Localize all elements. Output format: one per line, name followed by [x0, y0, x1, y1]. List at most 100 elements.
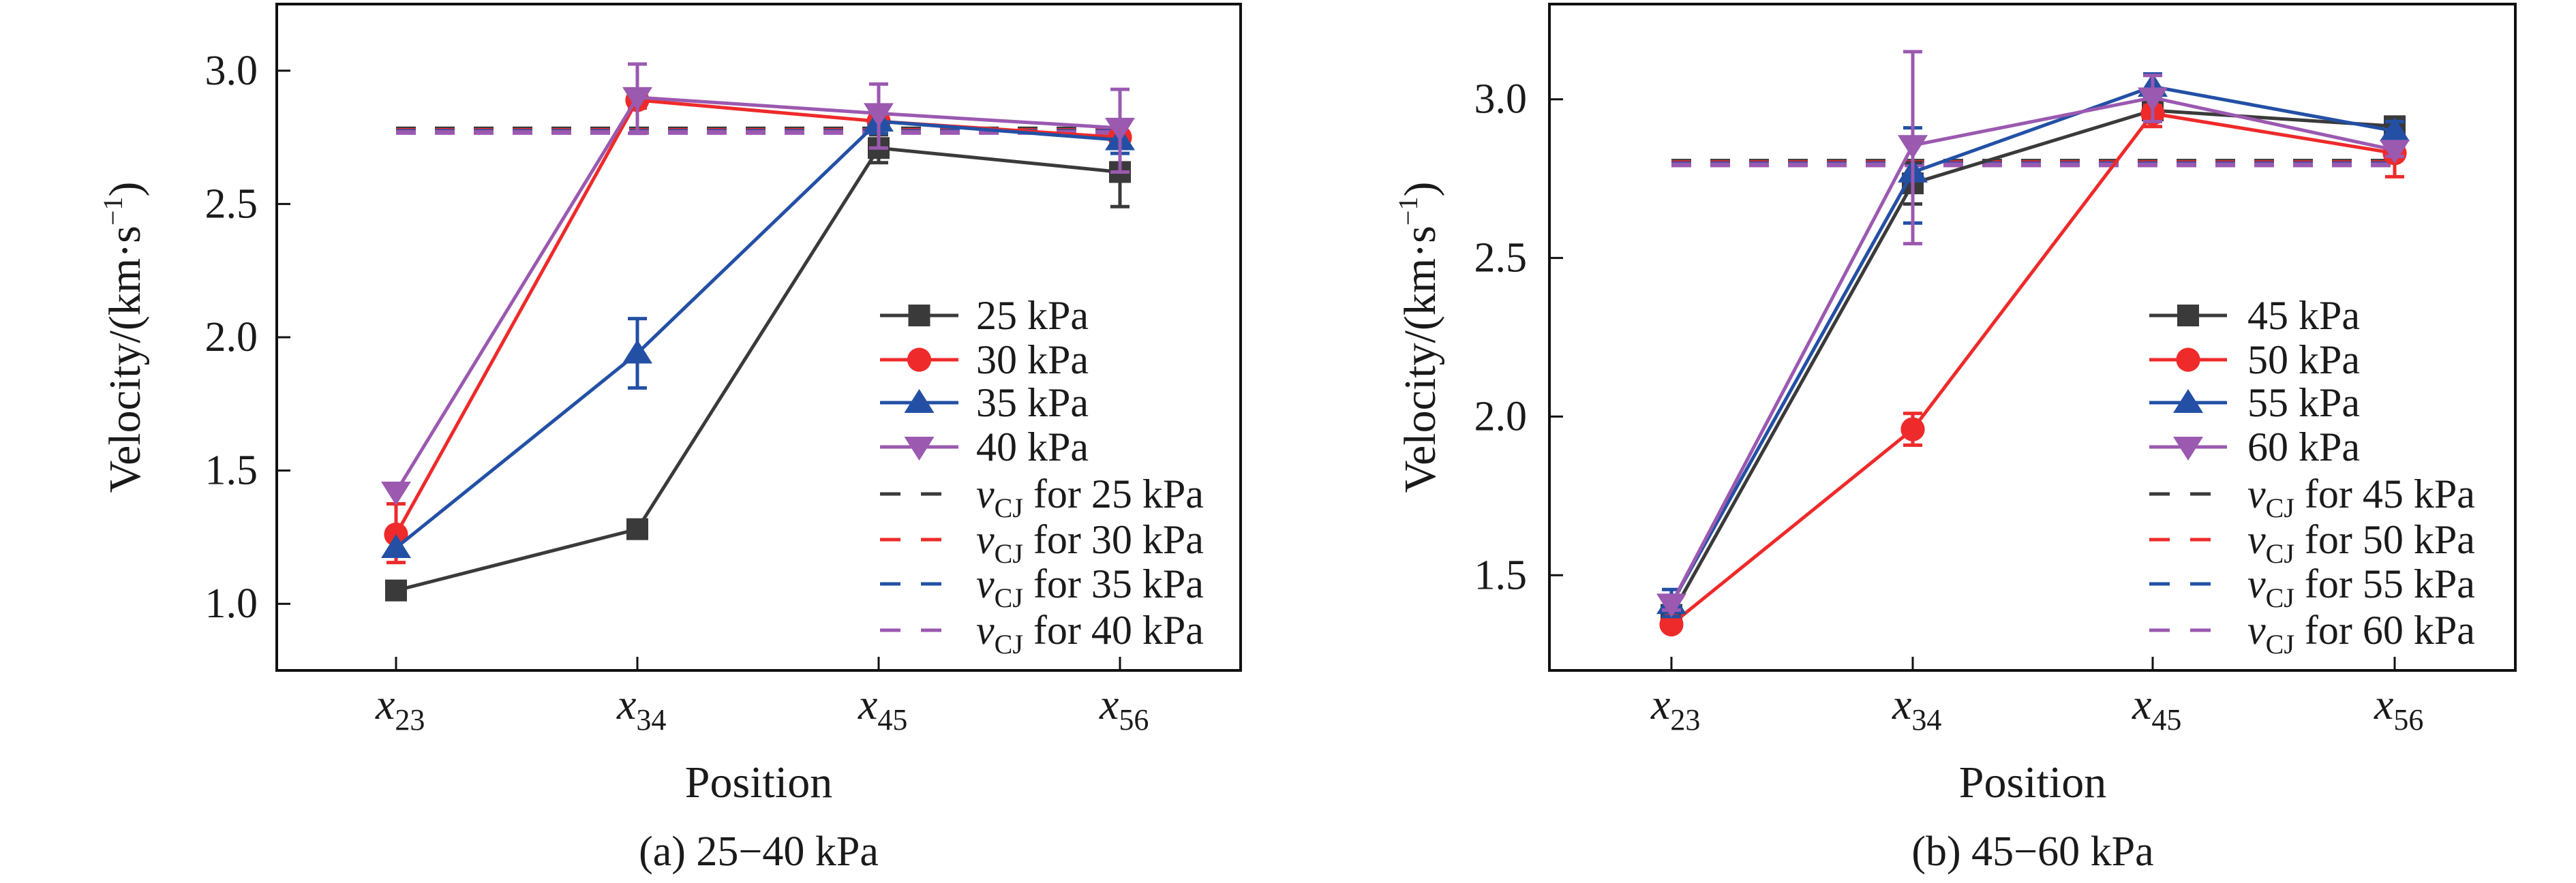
series-line: [394, 95, 1121, 493]
legend-label: vCJ for 60 kPa: [2247, 608, 2475, 660]
y-tick-label: 1.5: [1474, 552, 1528, 598]
legend-marker: [2173, 389, 2203, 413]
legend-label: 60 kPa: [2247, 424, 2360, 469]
legend-label: 40 kPa: [976, 424, 1089, 469]
legend-label: 30 kPa: [976, 337, 1089, 382]
legend-label-rest: for 50 kPa: [2294, 517, 2475, 562]
legend-label-sub: CJ: [995, 629, 1023, 660]
legend-label-rest: for 30 kPa: [1023, 517, 1204, 562]
x-tick-label: x34: [1892, 680, 1941, 737]
legend-label-sub: CJ: [2266, 493, 2294, 523]
legend-label-rest: for 35 kPa: [1023, 561, 1204, 606]
data-point: [2380, 117, 2410, 142]
legend-label-sub: CJ: [2266, 583, 2294, 613]
x-tick-label-sub: 34: [1911, 703, 1941, 737]
legend-label-rest: for 60 kPa: [2294, 608, 2475, 653]
x-tick-label-sub: 56: [2393, 703, 2423, 737]
data-point: [622, 87, 652, 111]
legend-label-rest: for 25 kPa: [1023, 471, 1204, 516]
x-tick-label: x23: [375, 680, 425, 737]
x-tick-label-sub: 45: [877, 703, 907, 737]
x-tick-label-main: x: [375, 680, 395, 728]
x-tick-label-main: x: [1650, 680, 1670, 728]
series-line: [395, 119, 1121, 549]
legend-label-v: v: [976, 561, 995, 606]
x-tick-label-main: x: [1892, 680, 1911, 728]
x-tick-label-sub: 45: [2151, 703, 2181, 737]
legend-label: 55 kPa: [2247, 380, 2360, 425]
x-tick-label: x56: [1099, 680, 1149, 737]
data-point: [626, 518, 648, 540]
legend-label: vCJ for 55 kPa: [2247, 561, 2475, 613]
data-point: [381, 481, 411, 506]
legend-marker: [907, 347, 932, 372]
x-tick-label: x34: [616, 680, 666, 737]
x-tick-label-main: x: [858, 680, 877, 728]
data-point: [1900, 417, 1925, 442]
legend-label-v: v: [2247, 608, 2266, 653]
legend-label: 35 kPa: [976, 380, 1089, 425]
legend-marker: [904, 437, 935, 461]
data-point: [1105, 117, 1135, 142]
x-axis-label: Position: [685, 758, 832, 807]
legend-label: vCJ for 35 kPa: [976, 561, 1204, 613]
legend-label: vCJ for 30 kPa: [976, 517, 1204, 569]
legend-label-v: v: [2247, 471, 2266, 516]
data-point: [864, 103, 894, 127]
x-tick-label: x45: [858, 680, 907, 737]
data-point: [1659, 612, 1684, 637]
legend-label-v: v: [976, 471, 995, 516]
legend-label-rest: for 45 kPa: [2294, 471, 2475, 516]
series-line: [1669, 108, 2395, 616]
series-line: [395, 146, 1121, 593]
legend-label-rest: for 40 kPa: [1023, 608, 1204, 653]
legend-label: vCJ for 40 kPa: [976, 608, 1204, 660]
x-tick-label-sub: 23: [395, 703, 425, 737]
y-axis-label-main: Velocity/(km·s: [100, 226, 150, 493]
y-axis-label-close: ): [1395, 182, 1445, 197]
y-axis-label: Velocity/(km·s−1): [1393, 182, 1445, 493]
y-axis-label-main: Velocity/(km·s: [1395, 226, 1445, 493]
y-tick-label: 3.0: [205, 48, 258, 94]
legend-label: vCJ for 45 kPa: [2247, 471, 2475, 523]
legend-label-sub: CJ: [2266, 629, 2294, 660]
y-tick-label: 1.5: [205, 448, 258, 494]
data-point: [622, 339, 652, 364]
data-point: [1898, 135, 1928, 159]
y-tick-label: 2.5: [1474, 235, 1528, 281]
x-tick-label: x45: [2132, 680, 2181, 737]
legend-label: 50 kPa: [2247, 337, 2360, 382]
legend-label-sub: CJ: [995, 493, 1023, 523]
legend-marker: [908, 305, 930, 326]
legend-label-rest: for 55 kPa: [2294, 561, 2475, 606]
y-axis-label-sup: −1: [97, 197, 128, 226]
x-tick-label-main: x: [1099, 680, 1119, 728]
legend-label-sub: CJ: [995, 583, 1023, 613]
legend-marker: [2177, 305, 2199, 326]
legend-label-sub: CJ: [2266, 538, 2294, 569]
legend-label-v: v: [976, 517, 995, 562]
panel-caption: (b) 45−60 kPa: [1911, 828, 2153, 875]
x-axis-label: Position: [1959, 758, 2106, 807]
legend-label: vCJ for 25 kPa: [976, 471, 1204, 523]
legend-label-v: v: [2247, 561, 2266, 606]
data-point: [2138, 87, 2168, 112]
data-point: [381, 534, 411, 559]
data-point: [385, 579, 407, 602]
legend-label: vCJ for 50 kPa: [2247, 517, 2475, 569]
y-tick-label: 1.0: [205, 580, 258, 627]
x-tick-label: x56: [2374, 680, 2423, 737]
series-line: [1669, 95, 2395, 605]
series-line: [1669, 84, 2395, 605]
y-tick-label: 3.0: [1474, 76, 1528, 123]
legend-marker: [2173, 437, 2203, 461]
panel-caption: (a) 25−40 kPa: [639, 828, 879, 875]
plot-frame: [1548, 3, 2517, 672]
legend-label-v: v: [976, 608, 995, 653]
y-axis-label-sup: −1: [1393, 197, 1423, 226]
y-tick-label: 2.0: [205, 314, 258, 360]
legend-label: 45 kPa: [2247, 293, 2360, 338]
